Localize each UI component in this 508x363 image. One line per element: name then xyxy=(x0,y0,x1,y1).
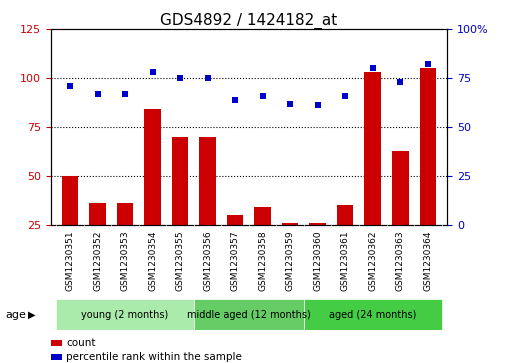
Bar xyxy=(337,205,354,274)
Point xyxy=(369,65,377,71)
Bar xyxy=(309,223,326,274)
Bar xyxy=(392,151,408,274)
Text: GSM1230354: GSM1230354 xyxy=(148,230,157,291)
Bar xyxy=(255,207,271,274)
Text: GSM1230355: GSM1230355 xyxy=(176,230,184,291)
Title: GDS4892 / 1424182_at: GDS4892 / 1424182_at xyxy=(161,13,337,29)
Text: GSM1230363: GSM1230363 xyxy=(396,230,405,291)
Bar xyxy=(89,204,106,274)
Bar xyxy=(304,299,441,330)
Text: middle aged (12 months): middle aged (12 months) xyxy=(187,310,311,320)
Text: GSM1230353: GSM1230353 xyxy=(120,230,130,291)
Point xyxy=(66,83,74,89)
Bar xyxy=(420,68,436,274)
Bar xyxy=(194,299,304,330)
Point xyxy=(204,75,212,81)
Text: GSM1230364: GSM1230364 xyxy=(423,230,432,291)
Bar xyxy=(62,176,78,274)
Point xyxy=(93,91,102,97)
Text: young (2 months): young (2 months) xyxy=(81,310,169,320)
Point xyxy=(424,61,432,67)
Point xyxy=(148,69,156,75)
Point xyxy=(259,93,267,99)
Bar xyxy=(282,223,299,274)
Text: GSM1230358: GSM1230358 xyxy=(258,230,267,291)
Text: GSM1230356: GSM1230356 xyxy=(203,230,212,291)
Text: GSM1230362: GSM1230362 xyxy=(368,230,377,291)
Text: percentile rank within the sample: percentile rank within the sample xyxy=(66,352,242,362)
Bar xyxy=(144,109,161,274)
Text: age: age xyxy=(5,310,26,320)
Bar xyxy=(199,137,216,274)
Text: GSM1230351: GSM1230351 xyxy=(66,230,75,291)
Point xyxy=(396,79,404,85)
Text: GSM1230360: GSM1230360 xyxy=(313,230,322,291)
Bar xyxy=(365,72,381,274)
Text: GSM1230361: GSM1230361 xyxy=(341,230,350,291)
Point xyxy=(176,75,184,81)
Point xyxy=(341,93,350,99)
Text: GSM1230359: GSM1230359 xyxy=(285,230,295,291)
Bar xyxy=(117,204,133,274)
Bar xyxy=(227,215,243,274)
Text: aged (24 months): aged (24 months) xyxy=(329,310,417,320)
Text: ▶: ▶ xyxy=(28,310,36,320)
Bar xyxy=(56,299,194,330)
Point xyxy=(313,103,322,109)
Text: count: count xyxy=(66,338,96,348)
Text: GSM1230357: GSM1230357 xyxy=(231,230,240,291)
Text: GSM1230352: GSM1230352 xyxy=(93,230,102,291)
Bar xyxy=(172,137,188,274)
Point xyxy=(121,91,129,97)
Point xyxy=(286,101,294,106)
Point xyxy=(231,97,239,102)
